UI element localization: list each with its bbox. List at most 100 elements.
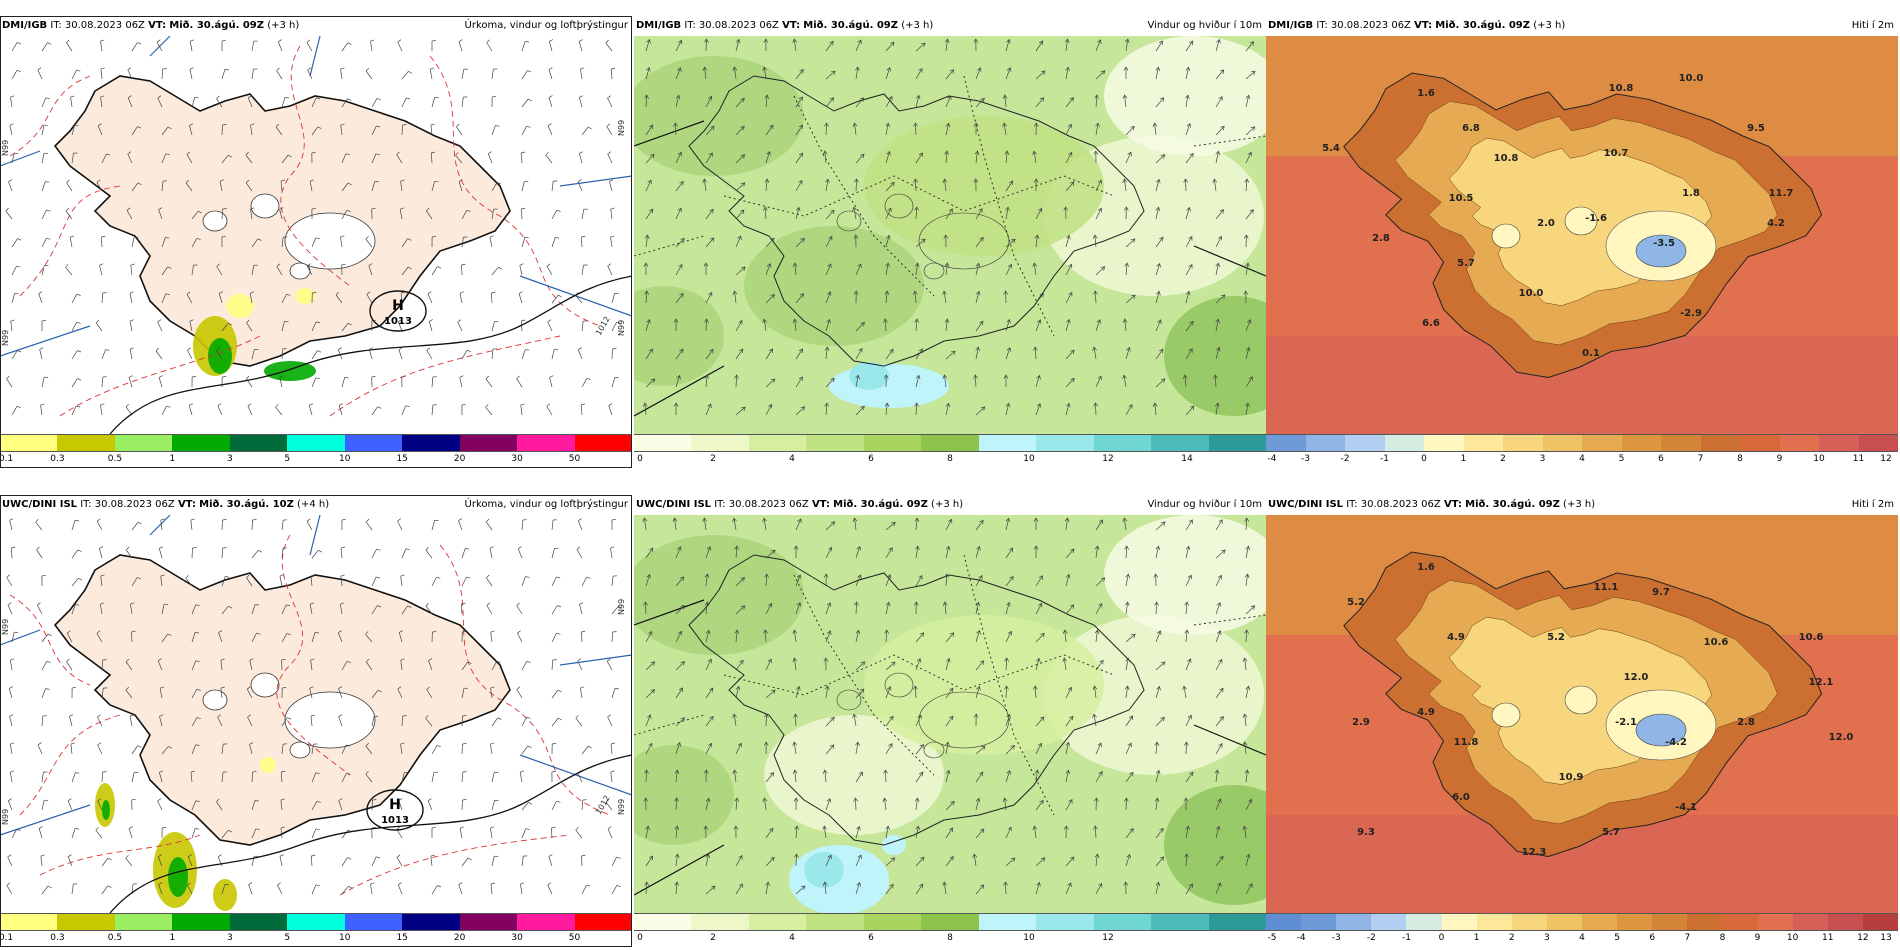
map-area[interactable]: H 1013 1012 N99 N99 N99 N99 — [0, 515, 632, 913]
map-area[interactable]: H 1013 1012 N99 N99 N99 N99 — [0, 36, 632, 434]
wind-arrow — [1245, 799, 1252, 811]
colorbar-tick-label: 12 — [1880, 454, 1892, 464]
colorbar-swatch — [1652, 914, 1688, 930]
barb-feather — [608, 403, 613, 406]
colorbar-tick-label: 0.5 — [107, 454, 123, 464]
arrow-head — [919, 632, 925, 637]
temperature-point-label: 1.6 — [1417, 88, 1435, 99]
vt-label: VT: — [1443, 499, 1462, 510]
temperature-point-label: 2.0 — [1537, 218, 1555, 229]
wind-arrow — [915, 714, 922, 727]
wind-barb — [99, 604, 103, 615]
wind-arrow — [1035, 375, 1040, 388]
wind-barb — [191, 97, 196, 108]
wind-arrow — [825, 179, 829, 192]
wind-barb — [161, 746, 169, 755]
wind-barb — [366, 294, 373, 304]
arrow-head — [704, 573, 710, 578]
barb-feather — [198, 210, 202, 214]
it-label: IT: — [714, 499, 726, 510]
map-area[interactable] — [634, 515, 1266, 913]
arrow-head — [735, 685, 741, 691]
barb-feather — [314, 632, 320, 634]
arrow-head — [1065, 573, 1071, 579]
wind-barb — [191, 717, 198, 727]
arrow-head — [944, 262, 950, 267]
arrow-head — [792, 38, 798, 43]
arrow-head — [822, 881, 828, 886]
colorbar-swatch — [459, 914, 518, 930]
colorbar-tick-label: -1 — [1401, 933, 1411, 943]
map-area[interactable]: 1.6 10.8 10.0 5.4 6.8 9.5 10.8 10.7 11.7 10.5 1.8 2… — [1266, 36, 1898, 434]
colorbar-swatch — [1792, 914, 1828, 930]
colorbar-swatch — [806, 914, 864, 930]
arrow-head — [739, 659, 744, 665]
barb-feather — [250, 123, 255, 126]
arrow-head — [770, 294, 775, 299]
arrow-head — [648, 630, 653, 636]
wind-arrow — [1245, 574, 1248, 587]
panel-header: UWC/DINI ISL IT: 30.08.2023 06Z VT: Mið.… — [634, 495, 1266, 515]
barb-feather — [397, 686, 402, 690]
wind-barb — [581, 884, 587, 895]
temperature-point-label: 5.2 — [1547, 632, 1565, 643]
arrow-head — [1126, 853, 1131, 859]
map-area[interactable] — [634, 36, 1266, 434]
wind-arrow — [1215, 826, 1220, 839]
barb-feather — [189, 403, 193, 406]
barb-feather — [581, 403, 585, 406]
arrow-head — [1092, 713, 1097, 719]
wind-arrow — [1245, 546, 1249, 559]
arrow-head — [889, 715, 894, 721]
arrow-head — [648, 855, 654, 861]
barb-feather — [402, 124, 407, 126]
map-panel-wind-uwc: UWC/DINI ISL IT: 30.08.2023 06Z VT: Mið.… — [634, 495, 1266, 947]
colorbar-ticks: -5 -4 -3 -2 -1 0 1 2 3 4 5 6 7 8 9 10 11 12 13 — [1266, 933, 1898, 945]
barb-feather — [458, 39, 463, 42]
arrow-head — [704, 601, 710, 606]
wind-barb — [608, 405, 613, 416]
temperature-point-label: -3.5 — [1653, 238, 1675, 249]
barb-feather — [545, 151, 549, 156]
wind-barb — [546, 266, 553, 276]
wind-arrow — [1155, 630, 1161, 643]
arrow-head — [673, 402, 679, 407]
arrow-head — [1099, 659, 1104, 665]
wind-barb — [277, 41, 283, 52]
wind-arrow — [825, 347, 828, 360]
barb-feather — [16, 828, 21, 831]
arrow-head — [857, 854, 862, 860]
wind-barb — [486, 42, 493, 52]
wind-arrow — [855, 826, 860, 839]
wind-arrow — [1065, 235, 1070, 248]
wind-arrow — [1185, 853, 1188, 867]
grid-boundary-line — [1193, 724, 1266, 756]
wind-barb — [491, 182, 498, 192]
wind-barb — [551, 576, 557, 587]
map-area[interactable]: 1.6 5.2 11.1 9.7 4.9 5.2 10.6 10.6 12.0 12.1 4.9 2.… — [1266, 515, 1898, 913]
wind-arrow — [855, 882, 861, 895]
wind-arrow — [975, 67, 981, 80]
wind-arrow — [1035, 319, 1041, 332]
wind-barb — [611, 688, 616, 699]
arrow-head — [829, 744, 835, 749]
colorbar-ticks: 0 2 4 6 8 10 12 14 — [634, 454, 1266, 466]
wind-arrow — [1124, 319, 1127, 332]
wind-arrow — [705, 743, 712, 755]
colorbar-swatch — [978, 435, 1037, 451]
arrow-head — [798, 96, 803, 101]
arrow-head — [1244, 517, 1250, 522]
wind-barb — [607, 153, 613, 164]
temperature-point-label: 9.5 — [1747, 123, 1765, 134]
barb-feather — [160, 518, 165, 521]
wind-speed-area — [764, 715, 944, 835]
barb-feather — [220, 686, 225, 689]
arrow-head — [1062, 657, 1067, 662]
wind-barb — [220, 688, 223, 699]
arrow-head — [944, 150, 950, 155]
wind-barb — [365, 521, 373, 531]
barb-feather — [38, 291, 43, 294]
arrow-head — [942, 290, 947, 296]
barb-feather — [618, 605, 622, 609]
wind-arrow — [1185, 95, 1189, 108]
